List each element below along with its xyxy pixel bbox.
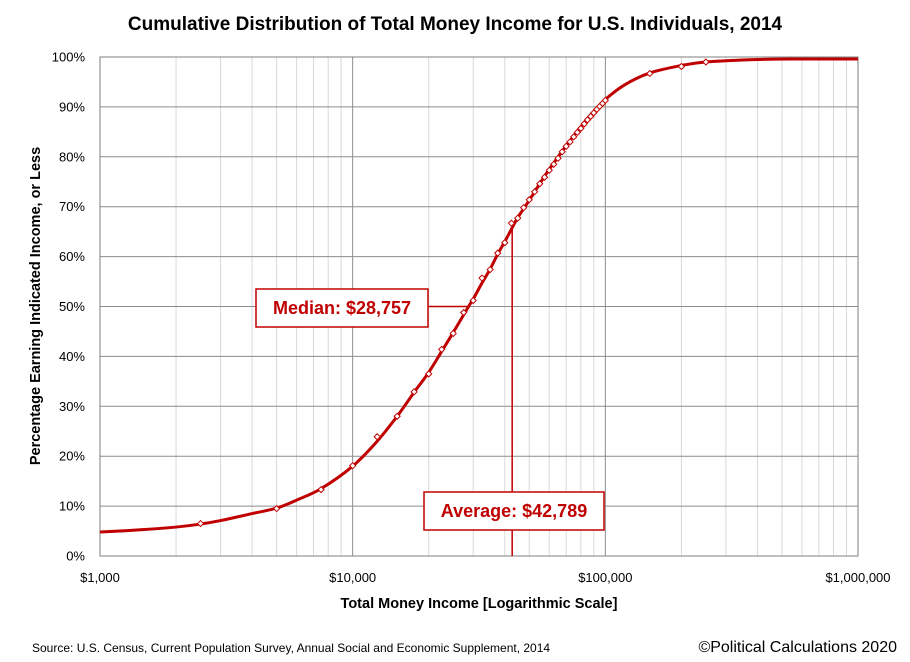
data-point-marker: [507, 219, 516, 227]
data-point-marker: [493, 249, 502, 257]
chart-grid: [99, 56, 859, 557]
data-point-marker: [601, 96, 610, 105]
median-callout-label: Median: $28,757: [273, 298, 411, 318]
data-point-marker: [702, 58, 710, 66]
callouts: Median: $28,757 Average: $42,789: [255, 288, 605, 531]
x-axis-title: Total Money Income [Logarithmic Scale]: [341, 596, 618, 612]
data-point-marker: [577, 124, 585, 133]
data-point-marker: [514, 214, 522, 222]
data-point-marker: [545, 166, 553, 174]
y-tick-label: 20%: [59, 449, 85, 464]
data-point-marker: [558, 148, 566, 156]
average-callout-box: [423, 491, 605, 531]
data-point-marker: [196, 519, 205, 528]
data-markers: [196, 58, 710, 528]
data-point-marker: [449, 329, 457, 338]
data-point-marker: [525, 196, 533, 204]
plot-area-border: [99, 56, 859, 557]
data-point-marker: [562, 142, 570, 151]
data-point-marker: [570, 133, 578, 141]
data-point-marker: [437, 345, 446, 354]
data-point-marker: [425, 370, 433, 378]
data-point-marker: [272, 504, 281, 513]
data-point-marker: [393, 412, 401, 420]
data-point-marker: [580, 120, 588, 128]
y-tick-label: 50%: [59, 299, 85, 314]
x-tick-label: $1,000: [80, 570, 120, 585]
average-callout-label: Average: $42,789: [441, 501, 587, 521]
y-axis-tick-labels: 0% 10% 20% 30% 40% 50% 60% 70% 80% 90% 100%: [52, 50, 86, 564]
x-tick-label: $10,000: [329, 570, 376, 585]
copyright-note: ©Political Calculations 2020: [698, 639, 897, 656]
data-point-marker: [566, 138, 574, 146]
data-point-marker: [459, 308, 468, 317]
data-point-marker: [469, 296, 477, 305]
data-point-marker: [373, 433, 381, 441]
data-point-marker: [536, 180, 544, 188]
data-point-marker: [573, 128, 582, 137]
data-point-marker: [486, 265, 494, 274]
y-tick-label: 80%: [59, 149, 85, 164]
data-point-marker: [554, 154, 562, 163]
data-point-marker: [519, 203, 528, 212]
median-callout-box: [255, 288, 429, 328]
chart-title: Cumulative Distribution of Total Money I…: [128, 14, 783, 35]
data-point-marker: [478, 274, 486, 282]
y-tick-label: 0%: [66, 549, 85, 564]
y-tick-label: 70%: [59, 199, 85, 214]
data-point-marker: [540, 173, 549, 181]
data-point-marker: [348, 461, 357, 470]
y-tick-label: 90%: [59, 99, 85, 114]
data-point-marker: [646, 69, 654, 78]
x-axis-tick-labels: $1,000 $10,000 $100,000 $1,000,000: [80, 570, 890, 585]
data-point-marker: [317, 485, 325, 494]
y-axis-title: Percentage Earning Indicated Income, or …: [28, 147, 44, 465]
data-point-marker: [530, 188, 539, 196]
y-tick-label: 40%: [59, 349, 85, 364]
y-tick-label: 60%: [59, 249, 85, 264]
source-note: Source: U.S. Census, Current Population …: [32, 641, 550, 655]
cdf-curve-line: [99, 57, 859, 534]
data-point-marker: [550, 160, 558, 168]
x-tick-label: $100,000: [578, 570, 632, 585]
y-tick-label: 100%: [52, 50, 86, 65]
x-tick-label: $1,000,000: [825, 570, 890, 585]
y-tick-label: 10%: [59, 499, 85, 514]
y-tick-label: 30%: [59, 399, 85, 414]
data-point-marker: [677, 62, 686, 71]
data-point-marker: [410, 388, 418, 396]
data-point-marker: [501, 238, 509, 247]
